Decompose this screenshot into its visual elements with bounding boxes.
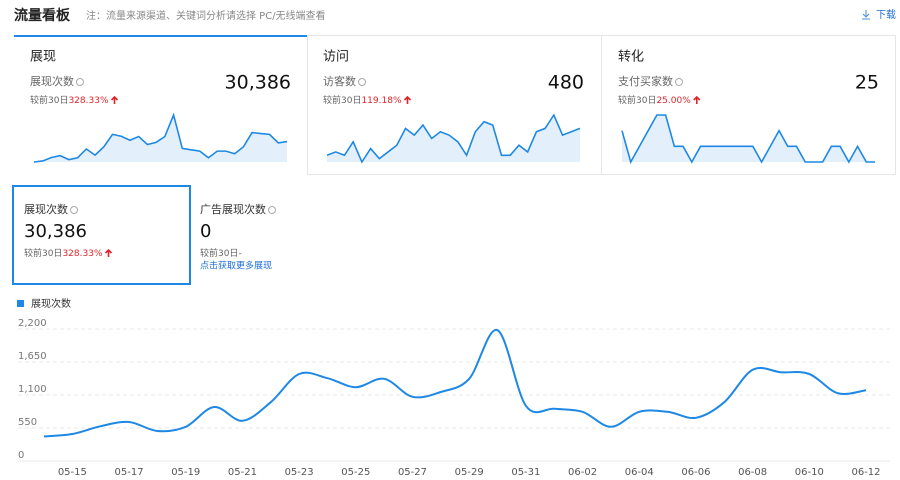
series-line [43, 329, 867, 438]
sparkline [33, 112, 288, 163]
x-tick-label: 05-29 [455, 467, 484, 478]
y-tick-label: 550 [18, 417, 37, 428]
tile-metric: 展现次数 [24, 202, 68, 216]
change: 328.33% [62, 249, 102, 259]
header-title: 流量看板 [14, 7, 71, 24]
info-icon [268, 206, 276, 214]
legend-label: 展现次数 [31, 297, 71, 310]
x-tick-label: 05-31 [511, 467, 540, 478]
x-tick-label: 05-27 [398, 467, 427, 478]
card-value: 480 [548, 72, 584, 94]
change: 25.00% [656, 96, 691, 106]
card-metric: 展现次数 [30, 74, 74, 88]
x-tick-label: 05-23 [285, 467, 314, 478]
card-value: 30,386 [225, 72, 291, 94]
x-tick-label: 05-21 [228, 467, 257, 478]
change: 119.18% [361, 96, 401, 106]
x-tick-label: 06-06 [681, 467, 710, 478]
info-icon [76, 78, 84, 86]
header-note: 注：流量来源渠道、关键词分析请选择 PC/无线端查看 [86, 9, 326, 22]
card-title: 访问 [323, 50, 349, 65]
x-tick-label: 06-12 [851, 467, 880, 478]
y-tick-label: 0 [18, 450, 24, 461]
download-link[interactable]: 下载 [876, 9, 896, 21]
x-tick-label: 06-10 [795, 467, 824, 478]
download-icon[interactable] [862, 10, 870, 20]
compare-label: 较前30日 [24, 247, 62, 259]
tile-metric: 广告展现次数 [200, 202, 266, 216]
y-tick-label: 1,650 [18, 351, 47, 362]
sparkline-area [34, 115, 287, 162]
card-title: 展现 [30, 50, 56, 65]
card-active-bar [14, 35, 307, 37]
x-tick-label: 06-04 [625, 467, 654, 478]
x-tick-label: 06-02 [568, 467, 597, 478]
x-tick-label: 06-08 [738, 467, 767, 478]
x-tick-label: 05-19 [171, 467, 200, 478]
up-arrow [693, 95, 701, 104]
info-icon [358, 78, 366, 86]
compare-label: 较前30日 [618, 94, 656, 106]
tile-value: 30,386 [24, 221, 87, 242]
compare-label: 较前30日 [323, 94, 361, 106]
up-arrow [104, 248, 113, 257]
x-tick-label: 05-25 [341, 467, 370, 478]
compare-label: 较前30日 [200, 247, 238, 259]
compare: 较前30日- [200, 247, 242, 259]
sparkline [621, 114, 875, 165]
change: - [238, 249, 241, 259]
tile-active[interactable] [12, 185, 191, 285]
info-icon [70, 206, 78, 214]
up-arrow [110, 95, 119, 104]
tile-value: 0 [200, 221, 211, 242]
compare: 较前30日328.33% [24, 247, 103, 259]
legend-swatch [17, 300, 24, 307]
card-metric: 支付买家数 [618, 74, 673, 88]
compare: 较前30日119.18% [323, 94, 402, 106]
header-bg [0, 0, 900, 35]
info-icon [675, 78, 683, 86]
x-tick-label: 05-15 [58, 467, 87, 478]
up-arrow [403, 95, 412, 104]
y-tick-label: 2,200 [18, 318, 47, 329]
change: 328.33% [68, 96, 108, 106]
compare-label: 较前30日 [30, 94, 68, 106]
tile-link[interactable]: 点击获取更多展现 [200, 260, 272, 272]
compare: 较前30日328.33% [30, 94, 109, 106]
card-value: 25 [855, 72, 879, 94]
x-tick-label: 05-17 [115, 467, 144, 478]
y-tick-label: 1,100 [18, 384, 47, 395]
sparkline [326, 113, 581, 164]
compare: 较前30日25.00% [618, 94, 691, 106]
card-metric: 访客数 [323, 74, 356, 88]
card-title: 转化 [618, 50, 644, 65]
